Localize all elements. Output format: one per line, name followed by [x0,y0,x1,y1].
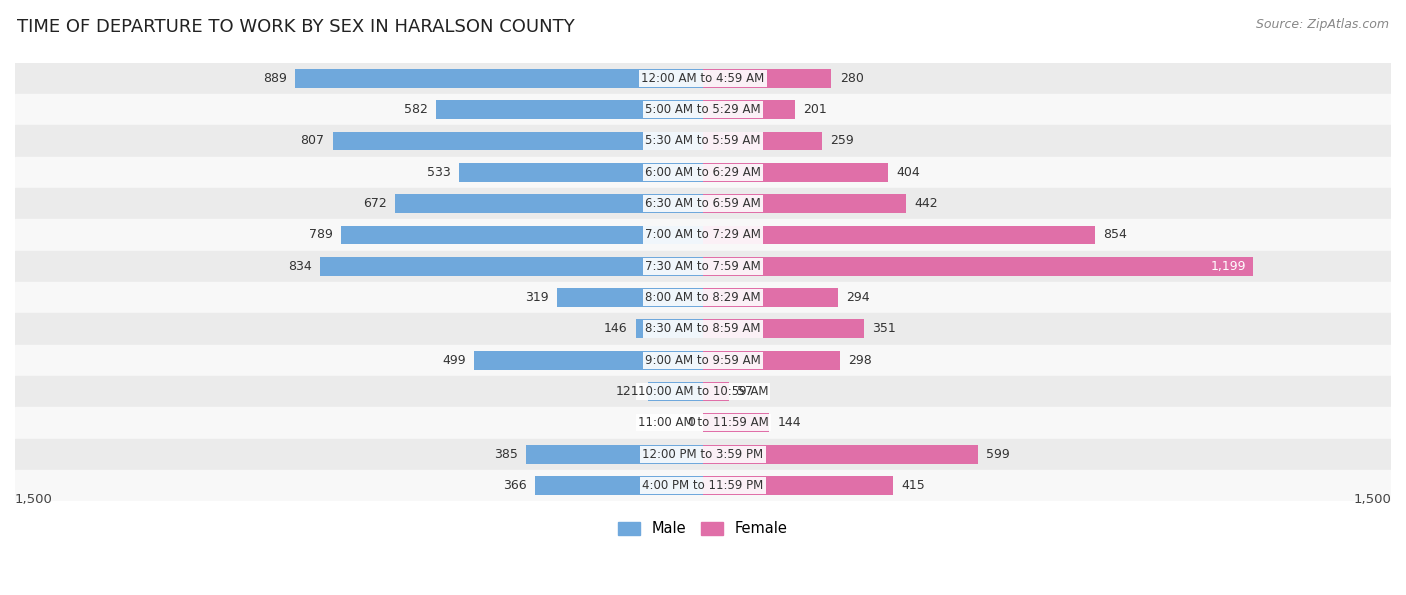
Bar [648,382,703,401]
Bar [703,351,839,369]
Text: 8:00 AM to 8:29 AM: 8:00 AM to 8:29 AM [645,291,761,304]
Bar [703,382,730,401]
Text: 4:00 PM to 11:59 PM: 4:00 PM to 11:59 PM [643,479,763,492]
Text: 1,500: 1,500 [1353,493,1391,506]
Text: 789: 789 [309,228,333,242]
Bar [557,288,703,307]
Text: 1,199: 1,199 [1211,260,1246,273]
Text: 10:00 AM to 10:59 AM: 10:00 AM to 10:59 AM [638,385,768,398]
Bar [15,282,1391,313]
Text: 5:00 AM to 5:29 AM: 5:00 AM to 5:29 AM [645,103,761,116]
Text: 807: 807 [301,134,325,148]
Text: 5:30 AM to 5:59 AM: 5:30 AM to 5:59 AM [645,134,761,148]
Bar [526,445,703,464]
Text: 1,500: 1,500 [15,493,53,506]
Bar [395,194,703,213]
Text: 351: 351 [872,322,896,336]
Text: 144: 144 [778,416,801,430]
Text: 582: 582 [404,103,427,116]
Legend: Male, Female: Male, Female [613,515,793,542]
Bar [15,188,1391,219]
Bar [703,100,796,119]
Bar [15,62,1391,94]
Bar [295,69,703,87]
Text: TIME OF DEPARTURE TO WORK BY SEX IN HARALSON COUNTY: TIME OF DEPARTURE TO WORK BY SEX IN HARA… [17,18,575,36]
Bar [15,126,1391,156]
Bar [703,445,977,464]
Bar [15,407,1391,439]
Bar [703,476,893,495]
Bar [703,257,1253,275]
Bar [703,320,865,339]
Text: 404: 404 [897,166,921,178]
Text: 280: 280 [839,72,863,84]
Text: 0: 0 [686,416,695,430]
Text: 889: 889 [263,72,287,84]
Text: 854: 854 [1102,228,1126,242]
Bar [536,476,703,495]
Text: 319: 319 [524,291,548,304]
Bar [703,288,838,307]
Text: 672: 672 [363,197,387,210]
Bar [15,439,1391,470]
Bar [703,69,831,87]
Bar [15,470,1391,501]
Text: 599: 599 [986,447,1010,461]
Bar [15,94,1391,126]
Text: 834: 834 [288,260,312,273]
Text: 259: 259 [830,134,853,148]
Text: 533: 533 [426,166,450,178]
Bar [474,351,703,369]
Bar [342,226,703,245]
Bar [15,219,1391,250]
Text: 442: 442 [914,197,938,210]
Bar [703,131,821,151]
Text: 146: 146 [605,322,627,336]
Text: 12:00 AM to 4:59 AM: 12:00 AM to 4:59 AM [641,72,765,84]
Text: 121: 121 [616,385,640,398]
Bar [703,414,769,433]
Bar [458,163,703,181]
Text: 294: 294 [846,291,870,304]
Text: 385: 385 [495,447,519,461]
Bar [15,345,1391,376]
Text: 9:00 AM to 9:59 AM: 9:00 AM to 9:59 AM [645,353,761,367]
Text: 57: 57 [737,385,754,398]
Bar [15,156,1391,188]
Bar [703,163,889,181]
Text: 201: 201 [803,103,827,116]
Text: Source: ZipAtlas.com: Source: ZipAtlas.com [1256,18,1389,31]
Bar [15,250,1391,282]
Text: 366: 366 [503,479,527,492]
Text: 298: 298 [848,353,872,367]
Bar [15,313,1391,345]
Text: 499: 499 [443,353,465,367]
Bar [321,257,703,275]
Bar [703,194,905,213]
Bar [15,376,1391,407]
Text: 415: 415 [901,479,925,492]
Bar [703,226,1095,245]
Text: 7:00 AM to 7:29 AM: 7:00 AM to 7:29 AM [645,228,761,242]
Bar [636,320,703,339]
Text: 7:30 AM to 7:59 AM: 7:30 AM to 7:59 AM [645,260,761,273]
Text: 6:30 AM to 6:59 AM: 6:30 AM to 6:59 AM [645,197,761,210]
Text: 12:00 PM to 3:59 PM: 12:00 PM to 3:59 PM [643,447,763,461]
Bar [436,100,703,119]
Text: 8:30 AM to 8:59 AM: 8:30 AM to 8:59 AM [645,322,761,336]
Bar [333,131,703,151]
Text: 6:00 AM to 6:29 AM: 6:00 AM to 6:29 AM [645,166,761,178]
Text: 11:00 AM to 11:59 AM: 11:00 AM to 11:59 AM [638,416,768,430]
